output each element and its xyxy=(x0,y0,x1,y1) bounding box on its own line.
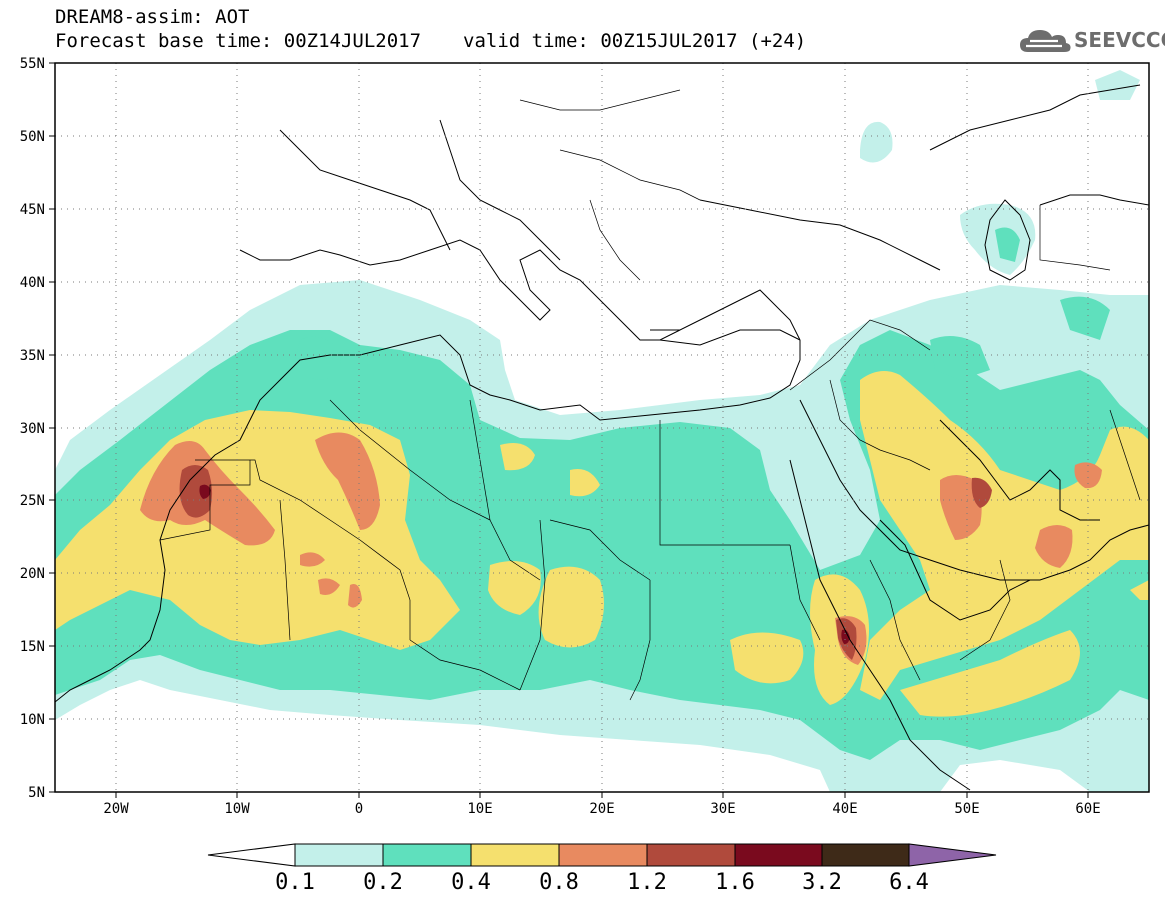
y-tick-label: 40N xyxy=(20,275,45,291)
y-tick-label: 15N xyxy=(20,639,45,655)
y-tick-labels: 55N 50N 45N 40N 35N 30N 25N 20N 15N 10N … xyxy=(20,56,45,801)
y-tick-label: 25N xyxy=(20,493,45,509)
y-tick-label: 30N xyxy=(20,421,45,437)
colorbar-box xyxy=(382,843,472,867)
colorbar-label: 0.2 xyxy=(363,870,403,895)
y-tick-label: 10N xyxy=(20,712,45,728)
logo-text: SEEVCCC xyxy=(1074,28,1165,52)
colorbar-box xyxy=(734,843,823,867)
map-title: DREAM8-assim: AOT xyxy=(55,6,250,28)
cloud-logo-icon xyxy=(1020,30,1071,52)
colorbar-label: 6.4 xyxy=(889,870,929,895)
borders xyxy=(159,89,1141,701)
colorbar-label: 1.6 xyxy=(715,870,755,895)
valid-time-label: valid time: 00Z15JUL2017 (+24) xyxy=(463,30,807,52)
time-info: Forecast base time: 00Z14JUL2017 valid ti… xyxy=(55,30,806,52)
seevccc-logo: SEEVCCC xyxy=(1018,26,1165,56)
colorbar-label: 1.2 xyxy=(627,870,667,895)
colorbar-box xyxy=(294,843,384,867)
y-tick-label: 50N xyxy=(20,129,45,145)
colorbar-box xyxy=(558,843,648,867)
colorbar-label: 0.4 xyxy=(451,870,491,895)
colorbar-label: 3.2 xyxy=(802,870,842,895)
tick-marks xyxy=(49,62,1089,798)
x-tick-label: 10W xyxy=(224,801,250,817)
colorbar-box xyxy=(646,843,736,867)
x-tick-label: 20E xyxy=(589,801,614,817)
colorbar-box xyxy=(470,843,560,867)
colorbar-box xyxy=(821,843,910,867)
aot-band-1.6 xyxy=(199,484,850,645)
x-tick-label: 20W xyxy=(103,801,129,817)
colorbar xyxy=(207,843,997,867)
x-tick-labels: 20W 10W 0 10E 20E 30E 40E 50E 60E xyxy=(103,801,1100,817)
colorbar-under-arrow xyxy=(207,843,296,867)
x-tick-label: 10E xyxy=(467,801,492,817)
base-time-label: Forecast base time: 00Z14JUL2017 xyxy=(55,30,422,52)
colorbar-label: 0.8 xyxy=(539,870,579,895)
x-tick-label: 40E xyxy=(832,801,857,817)
x-tick-label: 0 xyxy=(355,801,363,817)
colorbar-over-arrow xyxy=(908,843,997,867)
colorbar-label: 0.1 xyxy=(275,870,315,895)
y-tick-label: 5N xyxy=(28,785,45,801)
grid-lines xyxy=(55,63,1149,792)
y-tick-label: 45N xyxy=(20,202,45,218)
y-tick-label: 55N xyxy=(20,56,45,72)
coastlines xyxy=(55,84,1149,791)
x-tick-label: 60E xyxy=(1075,801,1100,817)
y-tick-label: 35N xyxy=(20,348,45,364)
y-tick-label: 20N xyxy=(20,566,45,582)
x-tick-label: 50E xyxy=(954,801,979,817)
map-area xyxy=(55,63,1149,792)
x-tick-label: 30E xyxy=(710,801,735,817)
